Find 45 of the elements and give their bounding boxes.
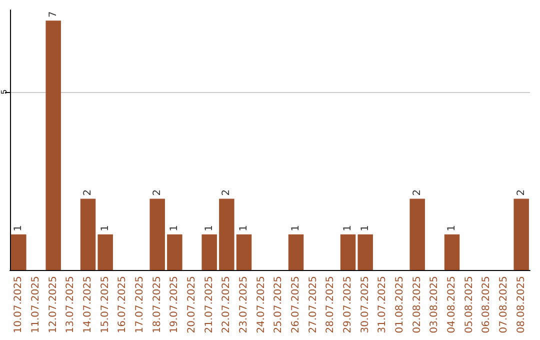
x-tick-label: 21.07.2025: [204, 276, 215, 334]
data-label: 2: [221, 189, 232, 196]
data-label: 7: [48, 11, 59, 18]
x-tick-label: 10.07.2025: [13, 276, 24, 334]
x-tick-label: 01.08.2025: [394, 276, 406, 334]
x-tick-label: 02.08.2025: [412, 276, 423, 334]
x-tick-label: 11.07.2025: [30, 276, 42, 334]
x-tick-label: 28.07.2025: [325, 276, 336, 334]
x-tick-label: 12.07.2025: [48, 276, 59, 334]
x-tick-label: 17.07.2025: [134, 276, 146, 334]
x-tick-label: 30.07.2025: [360, 276, 371, 334]
x-tick-label: 16.07.2025: [117, 276, 128, 334]
x-tick-label: 23.07.2025: [238, 276, 250, 334]
data-label: 1: [169, 225, 180, 232]
x-tick-label: 15.07.2025: [100, 276, 111, 334]
x-tick-label: 04.08.2025: [446, 276, 458, 334]
x-tick-label: 06.08.2025: [481, 276, 492, 334]
x-tick-label: 24.07.2025: [256, 276, 267, 334]
data-label: 1: [100, 225, 111, 232]
x-tick-label: 19.07.2025: [169, 276, 180, 334]
x-tick-label: 03.08.2025: [429, 276, 440, 334]
x-tick-label: 29.07.2025: [342, 276, 354, 334]
x-tick-label: 05.08.2025: [464, 276, 475, 334]
data-label: 2: [152, 189, 163, 196]
data-label: 2: [412, 189, 423, 196]
data-label: 2: [82, 189, 94, 196]
data-label: 1: [13, 225, 24, 232]
x-tick-label: 20.07.2025: [186, 276, 198, 334]
data-label: 1: [204, 225, 215, 232]
x-tick-label: 13.07.2025: [65, 276, 76, 334]
x-tick-label: 07.08.2025: [498, 276, 510, 334]
x-tick-label: 18.07.2025: [152, 276, 163, 334]
data-label: 1: [290, 225, 302, 232]
x-tick-label: 26.07.2025: [290, 276, 302, 334]
x-tick-label: 22.07.2025: [221, 276, 232, 334]
data-label: 1: [360, 225, 371, 232]
x-tick-label: 27.07.2025: [308, 276, 319, 334]
x-tick-label: 14.07.2025: [82, 276, 94, 334]
x-tick-label: 31.07.2025: [377, 276, 388, 334]
x-tick-label: 25.07.2025: [273, 276, 284, 334]
data-label: 1: [446, 225, 458, 232]
data-label: 1: [342, 225, 354, 232]
data-label: 1: [238, 225, 250, 232]
data-label: 2: [516, 189, 527, 196]
x-tick-label: 08.08.2025: [516, 276, 527, 334]
